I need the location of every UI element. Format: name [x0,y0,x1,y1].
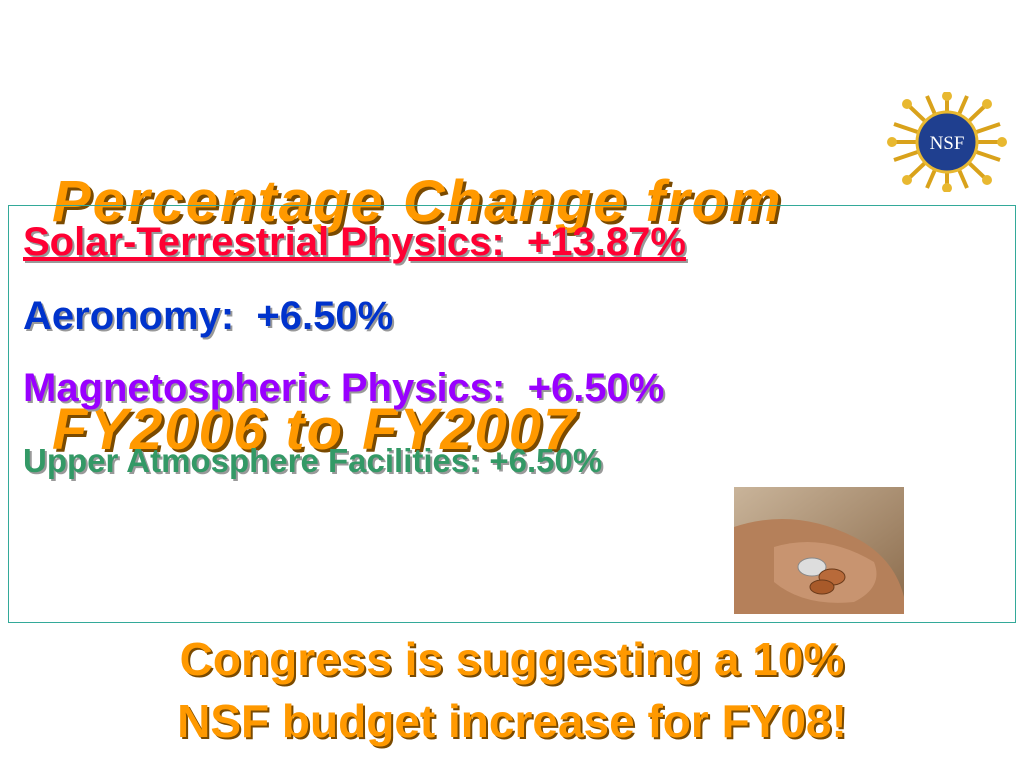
item: Solar-Terrestrial Physics: +13.87% [23,220,686,264]
coins-photo [734,487,904,614]
title-line: FY2006 to FY2007 [52,397,578,462]
nsf-logo: NSF [887,92,1007,192]
item: Upper Atmosphere Facilities: +6.50% [23,442,603,479]
footer: Congress is suggesting a 10% NSF budget … [0,628,1024,752]
footer-line: Congress is suggesting a 10% [179,633,845,685]
content-box: Solar-Terrestrial Physics: +13.87% Aeron… [8,205,1016,623]
item: Magnetospheric Physics: +6.50% [23,366,665,410]
footer-line: NSF budget increase for FY08! [177,695,847,747]
logo-text: NSF [930,133,965,154]
title-line: Percentage Change from [52,169,783,234]
item: Aeronomy: +6.50% [23,294,394,338]
slide-title: Percentage Change from FY2006 to FY2007 [52,12,783,544]
